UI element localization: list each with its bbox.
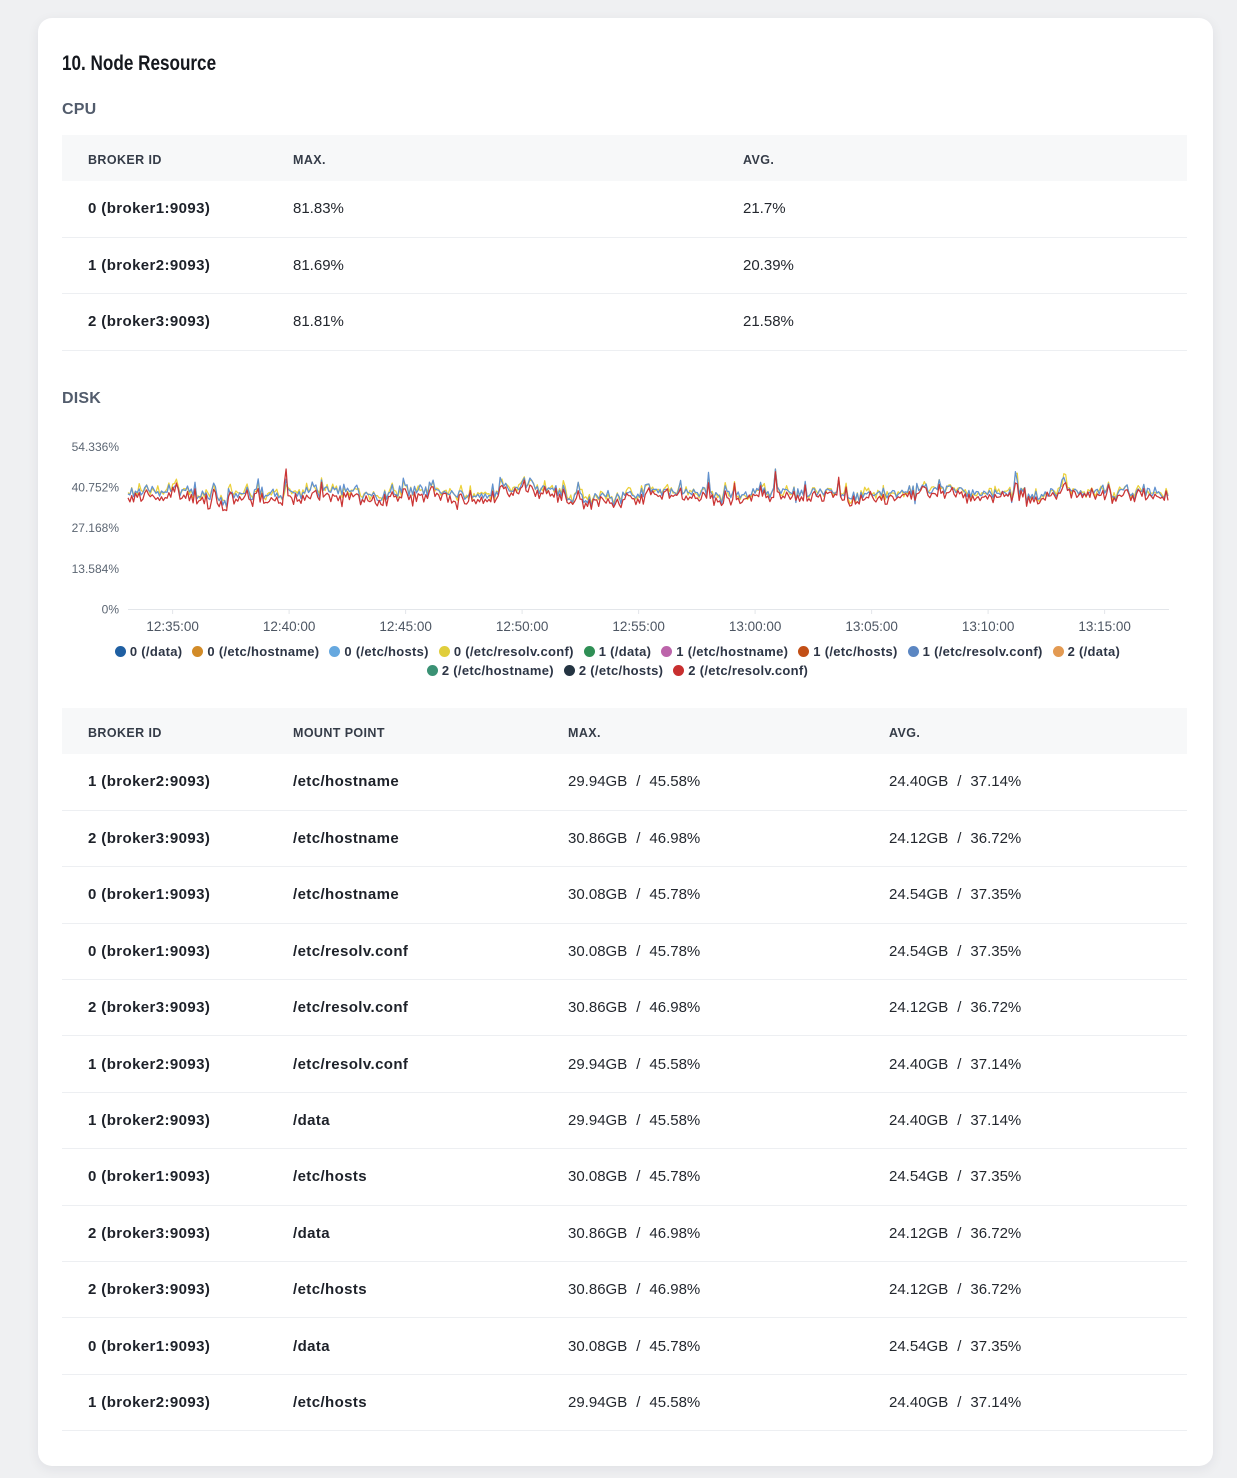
svg-text:0%: 0% (102, 603, 120, 617)
svg-text:13:00:00: 13:00:00 (729, 619, 782, 634)
svg-text:13:10:00: 13:10:00 (962, 619, 1015, 634)
svg-text:12:35:00: 12:35:00 (146, 619, 199, 634)
svg-text:12:50:00: 12:50:00 (496, 619, 549, 634)
svg-text:13:15:00: 13:15:00 (1078, 619, 1131, 634)
svg-text:13:05:00: 13:05:00 (845, 619, 898, 634)
svg-text:12:45:00: 12:45:00 (379, 619, 432, 634)
svg-text:27.168%: 27.168% (72, 521, 120, 535)
svg-text:13.584%: 13.584% (72, 562, 120, 576)
svg-text:12:55:00: 12:55:00 (612, 619, 665, 634)
svg-text:40.752%: 40.752% (72, 481, 120, 495)
svg-text:54.336%: 54.336% (72, 440, 120, 454)
svg-text:12:40:00: 12:40:00 (263, 619, 316, 634)
